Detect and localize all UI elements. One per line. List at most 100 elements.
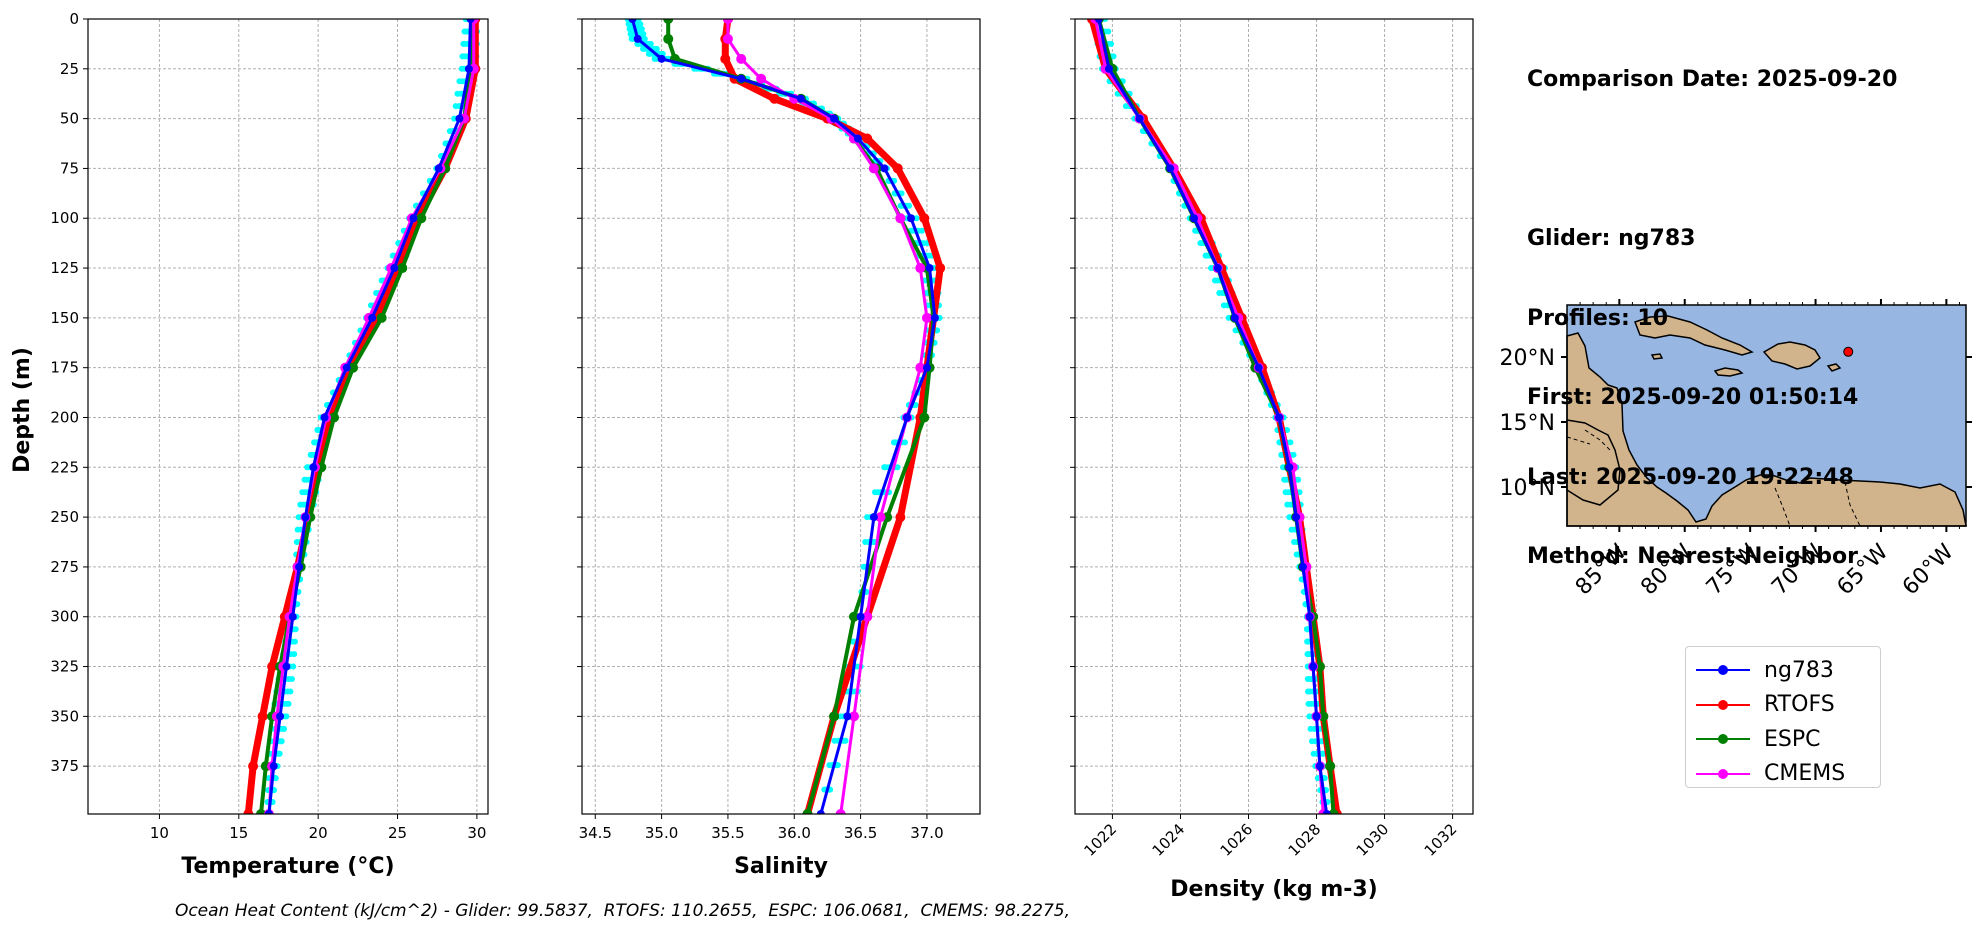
series-point-ng783 (922, 363, 931, 372)
glider-profile-point (1284, 426, 1291, 433)
series-point-cmems (921, 312, 932, 323)
series-line-espc (1096, 19, 1336, 814)
y-tick-label: 375 (50, 757, 79, 775)
series-point-ng783 (1305, 612, 1314, 621)
series-point-cmems (756, 73, 767, 84)
series-point-espc (663, 33, 674, 44)
glider-profile-point (1319, 750, 1326, 757)
series-point-ng783 (1190, 214, 1199, 223)
series-point-rtofs (895, 512, 906, 523)
glider-profile-point (842, 737, 849, 744)
series-point-espc (348, 362, 359, 373)
density-panel: 1022 1024 1026 1028 1030 1032 Density (kg m-3) (1070, 18, 1474, 902)
series-point-ng783 (816, 810, 825, 814)
series-line-espc (666, 19, 936, 814)
x-tick-label: 1024 (1149, 820, 1189, 860)
glider-profile-point (276, 750, 283, 757)
series-point-ng783 (282, 662, 291, 671)
series-point-espc (376, 312, 387, 323)
series-point-ng783 (1105, 64, 1114, 73)
x-tick-label: 1022 (1081, 820, 1121, 860)
legend-label: ESPC (1764, 726, 1821, 752)
y-tick-label: 0 (69, 10, 79, 28)
x-tick-label: 37.0 (910, 824, 943, 842)
map-y-tick-label: 20°N (1500, 346, 1555, 371)
x-tick-label: 36.5 (844, 824, 877, 842)
series-point-ng783 (1312, 712, 1321, 721)
x-tick-label: 10 (150, 824, 169, 842)
series-point-ng783 (1309, 662, 1318, 671)
series-point-espc (829, 711, 840, 722)
x-tick-label: 34.5 (579, 824, 612, 842)
legend-swatch (1696, 695, 1750, 715)
first-time: First: 2025-09-20 01:50:14 (1527, 385, 1859, 410)
map-x-tick-label: 60°W (1898, 539, 1959, 600)
series-point-espc (256, 809, 267, 814)
series-point-ng783 (368, 313, 377, 322)
series-point-ng783 (409, 214, 418, 223)
series-line-cmems (1093, 19, 1325, 814)
x-tick-label: 36.0 (778, 824, 811, 842)
series-point-ng783 (843, 712, 852, 721)
x-tick-label: 1026 (1217, 820, 1257, 860)
series-line-cmems (726, 19, 929, 814)
series-point-ng783 (1315, 762, 1324, 771)
series-point-rtofs (267, 661, 278, 672)
legend-item-cmems: CMEMS (1696, 757, 1880, 792)
y-tick-label: 150 (50, 309, 79, 327)
profile-count: Profiles: 10 (1527, 305, 1669, 331)
series-point-ng783 (276, 712, 285, 721)
ohc-footer: Ocean Heat Content (kJ/cm^2) - Glider: 9… (174, 901, 1071, 921)
y-tick-label: 100 (50, 209, 79, 227)
info-panel: Comparison Date: 2025-09-20 Glider: ng78… (1527, 14, 1897, 597)
series-point-ng783 (1298, 562, 1307, 571)
y-tick-label: 225 (50, 458, 79, 476)
series-point-cmems (862, 611, 873, 622)
legend-item-espc: ESPC (1696, 722, 1880, 757)
series-point-ng783 (903, 413, 912, 422)
y-tick-label: 125 (50, 259, 79, 277)
x-tick-label: 35.5 (711, 824, 744, 842)
series-point-ng783 (390, 264, 399, 273)
series-point-ng783 (856, 612, 865, 621)
glider-profile-point (278, 738, 285, 745)
glider-profile-point (281, 725, 288, 732)
series-point-ng783 (301, 513, 310, 522)
y-tick-label: 250 (50, 508, 79, 526)
series-point-ng783 (1292, 513, 1301, 522)
glider-profile-point (640, 30, 647, 37)
glider-profile-point (901, 439, 908, 446)
axes-frame (1074, 18, 1474, 815)
series-point-ng783 (633, 34, 642, 43)
glider-profile-point (653, 45, 660, 52)
series-point-ng783 (455, 114, 464, 123)
glider-profile-point (641, 35, 648, 42)
plot-area (1087, 19, 1342, 814)
glider-profile-point (291, 651, 298, 658)
x-tick-label: 1030 (1353, 820, 1393, 860)
legend: ng783 RTOFS ESPC CMEMS (1685, 646, 1881, 788)
series-point-rtofs (919, 213, 930, 224)
y-tick-label: 175 (50, 359, 79, 377)
series-point-ng783 (464, 64, 473, 73)
glider-profile-point (292, 626, 299, 633)
plot-area (624, 19, 946, 814)
map-y-tick-label: 10°N (1500, 476, 1555, 501)
series-line-ng783 (630, 19, 937, 814)
map-frame (1566, 304, 1967, 527)
legend-swatch (1696, 729, 1750, 749)
series-line-ng783 (1097, 19, 1329, 814)
axes-frame (581, 18, 981, 815)
series-point-ng783 (1254, 363, 1263, 372)
y-tick-label: 50 (60, 110, 79, 128)
series-point-ng783 (466, 19, 475, 23)
x-tick-label: 1028 (1285, 820, 1325, 860)
y-tick-label: 75 (60, 159, 79, 177)
glider-profile-point (1105, 28, 1112, 35)
glider-profile-point (287, 688, 294, 695)
series-point-ng783 (1135, 114, 1144, 123)
series-point-ng783 (853, 134, 862, 143)
series-point-espc (919, 412, 930, 423)
series-point-cmems (835, 809, 846, 814)
